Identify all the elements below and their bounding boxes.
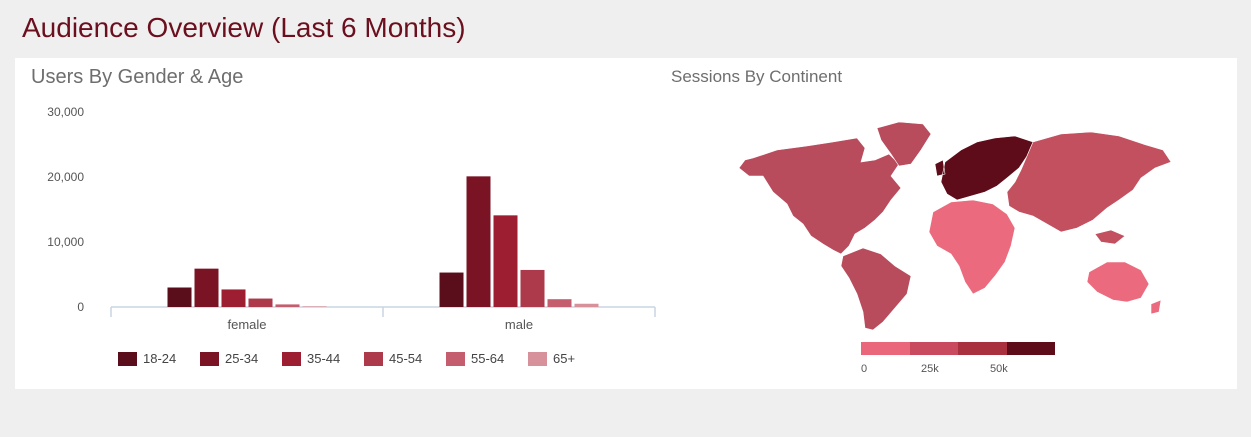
color-scale-segment: [909, 342, 958, 355]
bar-female-55-64[interactable]: [275, 304, 300, 307]
continent-greenland[interactable]: [876, 121, 932, 167]
color-scale-segment: [1006, 342, 1055, 355]
continent-north-america[interactable]: [738, 137, 902, 255]
color-scale-segment: [861, 342, 910, 355]
bar-male-65+[interactable]: [574, 303, 599, 307]
x-category-label: female: [227, 317, 266, 332]
bar-male-35-44[interactable]: [493, 215, 518, 307]
legend-swatch: [282, 351, 301, 366]
bar-female-18-24[interactable]: [167, 287, 192, 308]
dashboard-panel: Users By Gender & Age Sessions By Contin…: [15, 58, 1237, 389]
legend-swatch: [446, 351, 465, 366]
continent-europe[interactable]: [934, 135, 1034, 201]
continent-australia[interactable]: [1086, 261, 1162, 315]
bar-female-35-44[interactable]: [221, 289, 246, 307]
color-scale-segment: [958, 342, 1007, 355]
legend-label: 35-44: [307, 351, 341, 366]
scale-label-25k: 25k: [921, 363, 939, 375]
bar-female-45-54[interactable]: [248, 298, 273, 307]
legend-item-55-64[interactable]: 55-64: [446, 351, 528, 366]
continent-asia[interactable]: [1006, 131, 1172, 245]
legend-swatch: [200, 351, 219, 366]
scale-label-0: 0: [861, 363, 868, 375]
legend-label: 25-34: [225, 351, 259, 366]
legend-label: 65+: [553, 351, 576, 366]
bar-male-45-54[interactable]: [520, 269, 545, 307]
continent-south-america[interactable]: [840, 247, 912, 331]
scale-label-50k: 50k: [990, 363, 1008, 375]
legend-item-35-44[interactable]: 35-44: [282, 351, 364, 366]
bar-male-25-34[interactable]: [466, 176, 491, 307]
y-tick-label: 10,000: [47, 235, 84, 249]
x-category-label: male: [505, 317, 533, 332]
y-tick-label: 0: [77, 300, 84, 314]
bar-chart-title: Users By Gender & Age: [31, 66, 244, 88]
y-tick-label: 30,000: [47, 105, 84, 119]
legend-item-18-24[interactable]: 18-24: [118, 351, 200, 366]
legend-swatch: [528, 351, 547, 366]
bar-male-55-64[interactable]: [547, 299, 572, 307]
continent-africa[interactable]: [928, 199, 1016, 295]
bar-chart-legend: 18-24 25-34 35-44 45-54 55-64 65+: [118, 351, 610, 366]
legend-swatch: [364, 351, 383, 366]
legend-label: 45-54: [389, 351, 423, 366]
legend-label: 55-64: [471, 351, 505, 366]
legend-item-25-34[interactable]: 25-34: [200, 351, 282, 366]
legend-swatch: [118, 351, 137, 366]
legend-item-65+[interactable]: 65+: [528, 351, 610, 366]
page-title: Audience Overview (Last 6 Months): [22, 12, 466, 43]
bar-female-65+[interactable]: [302, 306, 327, 307]
bar-chart: 0 10,000 20,000 30,000 female male: [47, 105, 656, 332]
bar-female-25-34[interactable]: [194, 268, 219, 307]
legend-label: 18-24: [143, 351, 177, 366]
bar-male-18-24[interactable]: [439, 272, 464, 307]
sessions-color-scale: [861, 342, 1055, 355]
world-map: [738, 121, 1172, 331]
legend-item-45-54[interactable]: 45-54: [364, 351, 446, 366]
map-title: Sessions By Continent: [671, 67, 843, 86]
y-tick-label: 20,000: [47, 170, 84, 184]
